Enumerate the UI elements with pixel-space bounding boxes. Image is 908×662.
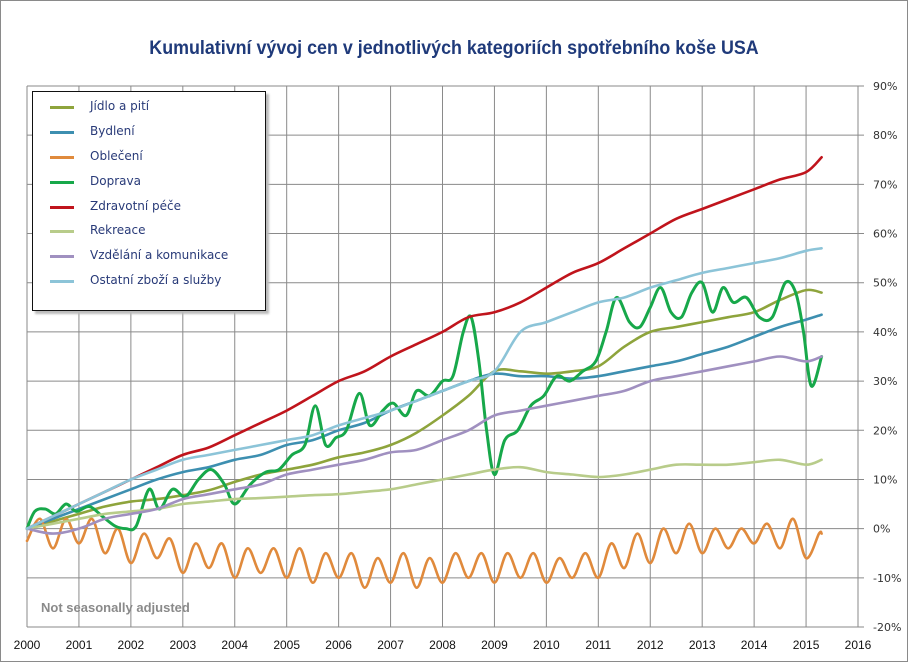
y-tick-label: 90%	[873, 80, 897, 93]
legend-swatch	[50, 131, 74, 134]
legend-item: Vzdělání a komunikace	[33, 247, 263, 267]
legend-swatch	[50, 106, 74, 109]
x-tick-label: 2002	[118, 638, 145, 652]
y-tick-label: 70%	[873, 178, 897, 191]
legend-swatch	[50, 255, 74, 258]
x-tick-label: 2003	[169, 638, 196, 652]
legend-swatch	[50, 181, 74, 184]
x-tick-label: 2014	[741, 638, 768, 652]
y-tick-label: 50%	[873, 277, 897, 290]
legend-label: Bydlení	[90, 124, 135, 138]
legend-item: Oblečení	[33, 148, 263, 168]
x-axis: 2000 2001 2002 2003 2004 2005 2006 2007 2008 2009…	[14, 638, 872, 652]
series-doprava-line	[25, 279, 824, 532]
x-tick-label: 2016	[845, 638, 872, 652]
x-tick-label: 2004	[221, 638, 248, 652]
y-tick-label: 0%	[873, 523, 890, 536]
legend-item: Bydlení	[33, 123, 263, 143]
series-obleceni-line	[25, 517, 823, 590]
legend-swatch	[50, 280, 74, 283]
y-tick-label: 40%	[873, 326, 897, 339]
series-layer	[25, 156, 824, 590]
series-vzdelani-a-komunikace-line	[25, 355, 823, 535]
x-tick-label: 2012	[637, 638, 664, 652]
legend-label: Vzdělání a komunikace	[90, 248, 229, 262]
y-tick-label: 60%	[873, 228, 897, 241]
legend-item: Rekreace	[33, 222, 263, 242]
legend-item: Doprava	[33, 173, 263, 193]
legend-label: Rekreace	[90, 223, 146, 237]
x-tick-label: 2011	[585, 638, 611, 652]
legend-label: Jídlo a pití	[90, 99, 150, 113]
x-tick-label: 2006	[325, 638, 352, 652]
legend-item: Ostatní zboží a služby	[33, 272, 263, 292]
y-tick-label: -20%	[873, 621, 901, 634]
x-tick-label: 2000	[14, 638, 41, 652]
legend-swatch	[50, 230, 74, 233]
series-jidlo-a-piti-line	[25, 288, 823, 530]
chart-title: Kumulativní vývoj cen v jednotlivých kat…	[149, 38, 759, 59]
legend-swatch	[50, 156, 74, 159]
legend-item: Jídlo a pití	[33, 98, 263, 118]
series-zdravotni-pece-line	[25, 156, 823, 530]
x-tick-label: 2009	[481, 638, 508, 652]
y-tick-label: 30%	[873, 375, 897, 388]
x-tick-label: 2010	[533, 638, 560, 652]
series-ostatni-zbozi-a-sluzby-line	[25, 247, 823, 530]
legend-swatch	[50, 206, 74, 209]
y-tick-label: -10%	[873, 572, 901, 585]
x-tick-label: 2001	[66, 638, 93, 652]
x-tick-label: 2015	[793, 638, 820, 652]
legend-label: Zdravotní péče	[90, 199, 182, 213]
x-tick-label: 2005	[273, 638, 300, 652]
y-tick-label: 10%	[873, 473, 897, 486]
legend-label: Oblečení	[90, 149, 143, 163]
annotation-not-seasonally-adjusted: Not seasonally adjusted	[41, 600, 190, 615]
x-tick-label: 2007	[377, 638, 404, 652]
legend: Jídlo a pití Bydlení Oblečení Doprava Zdravo…	[32, 91, 266, 311]
y-tick-label: 20%	[873, 424, 897, 437]
x-tick-label: 2008	[429, 638, 456, 652]
y-axis: 90% 80% 70% 60% 50% 40% 30% 20% 10% 0% -10% -20%	[857, 80, 901, 634]
legend-item: Zdravotní péče	[33, 198, 263, 218]
y-tick-label: 80%	[873, 129, 897, 142]
legend-label: Doprava	[90, 174, 141, 188]
x-tick-label: 2013	[689, 638, 716, 652]
legend-label: Ostatní zboží a služby	[90, 273, 222, 287]
